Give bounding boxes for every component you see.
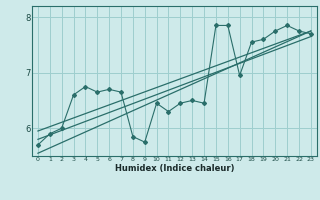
X-axis label: Humidex (Indice chaleur): Humidex (Indice chaleur) [115,164,234,173]
